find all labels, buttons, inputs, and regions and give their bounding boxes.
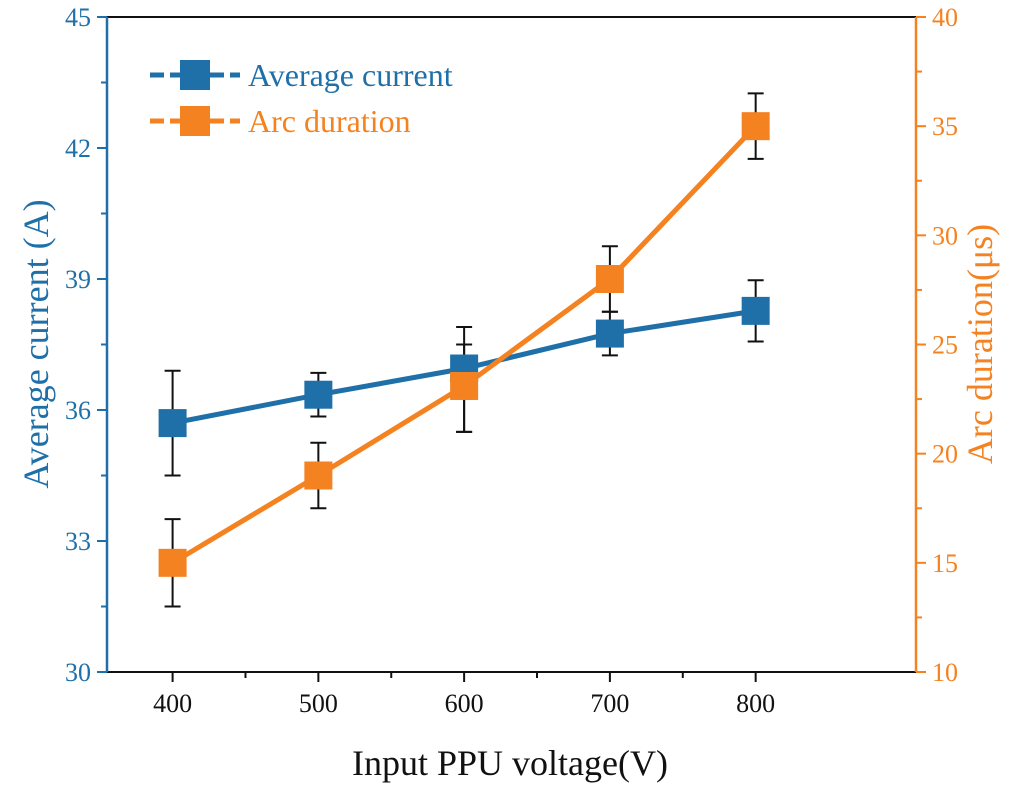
- data-point-arc-duration: [158, 548, 187, 577]
- data-point-arc-duration: [595, 265, 624, 293]
- x-tick-label: 600: [445, 689, 484, 718]
- axes-frame: [97, 16, 926, 682]
- y-left-tick-label: 42: [65, 134, 91, 163]
- data-point-average-current: [741, 296, 770, 325]
- x-tick-label: 400: [153, 689, 192, 718]
- data-point-arc-duration: [304, 461, 333, 490]
- x-tick-label: 500: [299, 689, 338, 718]
- legend-label-arc-duration: Arc duration: [248, 103, 411, 139]
- legend-marker-arc-duration: [180, 106, 210, 136]
- tick-labels: 400 500 600 700 800 30 33 36 39 42 45 10 15 20 25 30 35 4…: [65, 3, 958, 718]
- data-point-arc-duration: [741, 112, 770, 141]
- error-bars: [164, 92, 764, 608]
- y-right-tick-label: 15: [932, 549, 958, 578]
- legend: Average current Arc duration: [150, 57, 453, 139]
- y-left-tick-label: 33: [65, 527, 91, 556]
- y-left-axis-title: Average current (A): [16, 199, 56, 488]
- y-right-axis-title: Arc duration(μs): [960, 224, 1000, 464]
- x-axis-title: Input PPU voltage(V): [352, 743, 668, 783]
- y-right-tick-label: 20: [932, 440, 958, 469]
- y-right-tick-label: 35: [932, 112, 958, 141]
- data-point-average-current: [595, 319, 624, 348]
- y-left-tick-label: 39: [65, 265, 91, 294]
- data-point-arc-duration: [450, 371, 479, 400]
- y-right-tick-label: 10: [932, 658, 958, 687]
- data-point-average-current: [304, 380, 333, 409]
- y-right-tick-label: 25: [932, 331, 958, 360]
- legend-label-average-current: Average current: [248, 57, 453, 93]
- y-left-tick-label: 45: [65, 3, 91, 32]
- y-left-tick-label: 36: [65, 396, 91, 425]
- y-left-tick-label: 30: [65, 658, 91, 687]
- x-tick-label: 800: [736, 689, 775, 718]
- y-right-tick-label: 40: [932, 3, 958, 32]
- data-point-average-current: [158, 409, 187, 438]
- x-tick-label: 700: [590, 689, 629, 718]
- legend-marker-average-current: [180, 60, 210, 90]
- series-markers: [158, 112, 770, 577]
- y-right-tick-label: 30: [932, 221, 958, 250]
